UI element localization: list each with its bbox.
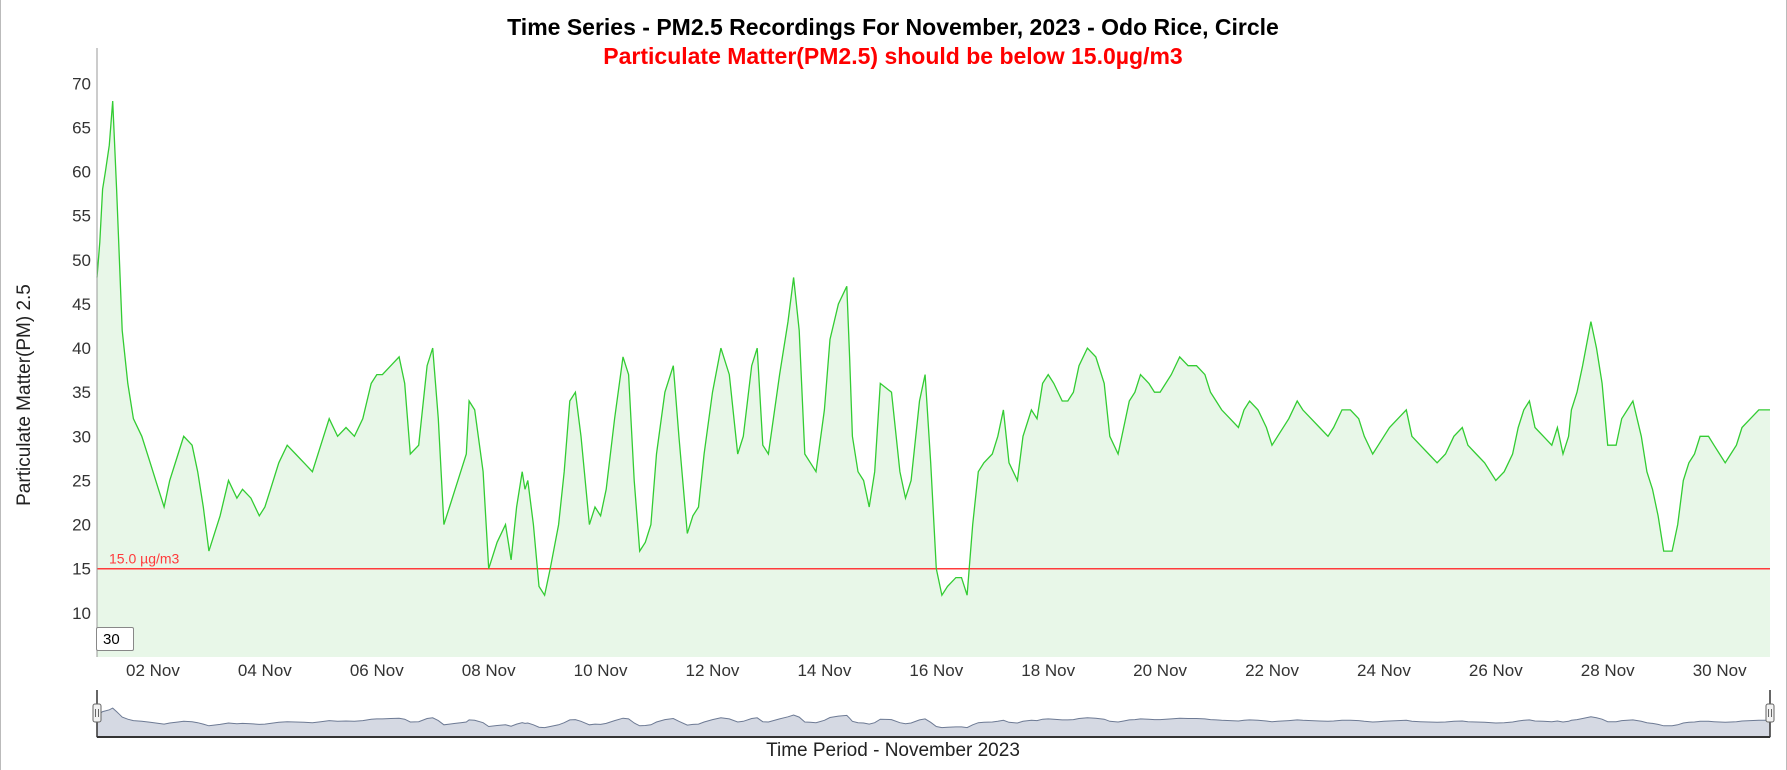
x-tick-label: 26 Nov bbox=[1469, 661, 1523, 680]
chart-subtitle: Particulate Matter(PM2.5) should be belo… bbox=[603, 43, 1182, 69]
y-tick-label: 30 bbox=[72, 427, 91, 446]
y-tick-label: 25 bbox=[72, 471, 91, 490]
y-tick-label: 10 bbox=[72, 604, 91, 623]
x-tick-label: 10 Nov bbox=[574, 661, 628, 680]
x-tick-label: 24 Nov bbox=[1357, 661, 1411, 680]
x-tick-label: 16 Nov bbox=[909, 661, 963, 680]
y-tick-label: 45 bbox=[72, 295, 91, 314]
x-tick-label: 22 Nov bbox=[1245, 661, 1299, 680]
y-tick-label: 65 bbox=[72, 118, 91, 137]
y-tick-label: 60 bbox=[72, 163, 91, 182]
x-tick-label: 04 Nov bbox=[238, 661, 292, 680]
handle-grip[interactable] bbox=[1765, 703, 1775, 723]
threshold-label: 15.0 µg/m3 bbox=[109, 551, 180, 567]
y-axis-ticks: 10 15 20 25 30 35 40 45 50 55 60 65 70 bbox=[72, 74, 91, 623]
series-line[interactable] bbox=[96, 100, 1770, 597]
plot-area: 15.0 µg/m3 bbox=[96, 48, 1770, 657]
x-tick-label: 28 Nov bbox=[1581, 661, 1635, 680]
series-area-fill bbox=[97, 101, 1770, 657]
y-tick-label: 40 bbox=[72, 339, 91, 358]
chart-title: Time Series - PM2.5 Recordings For Novem… bbox=[507, 14, 1279, 40]
navigator-handle-left[interactable] bbox=[92, 703, 102, 723]
navigator-series-area bbox=[96, 707, 1771, 738]
x-axis-label: Time Period - November 2023 bbox=[766, 740, 1020, 761]
x-tick-label: 18 Nov bbox=[1021, 661, 1075, 680]
window-frame-left bbox=[0, 0, 1, 770]
x-tick-label: 30 Nov bbox=[1693, 661, 1747, 680]
y-tick-label: 70 bbox=[72, 74, 91, 93]
rolling-period-input[interactable]: 30 bbox=[96, 627, 134, 651]
x-tick-label: 12 Nov bbox=[686, 661, 740, 680]
y-tick-label: 50 bbox=[72, 251, 91, 270]
y-tick-label: 55 bbox=[72, 207, 91, 226]
x-tick-label: 14 Nov bbox=[797, 661, 851, 680]
navigator[interactable] bbox=[92, 690, 1775, 738]
y-axis-label: Particulate Matter(PM) 2.5 bbox=[14, 284, 35, 506]
y-tick-label: 20 bbox=[72, 516, 91, 535]
x-tick-label: 02 Nov bbox=[126, 661, 180, 680]
x-tick-label: 20 Nov bbox=[1133, 661, 1187, 680]
navigator-handle-right[interactable] bbox=[1765, 703, 1775, 723]
x-axis-ticks: 02 Nov 04 Nov 06 Nov 08 Nov 10 Nov 12 Nov 14 N… bbox=[126, 661, 1747, 680]
y-tick-label: 15 bbox=[72, 560, 91, 579]
x-tick-label: 08 Nov bbox=[462, 661, 516, 680]
handle-grip[interactable] bbox=[92, 703, 102, 723]
x-tick-label: 06 Nov bbox=[350, 661, 404, 680]
y-tick-label: 35 bbox=[72, 383, 91, 402]
